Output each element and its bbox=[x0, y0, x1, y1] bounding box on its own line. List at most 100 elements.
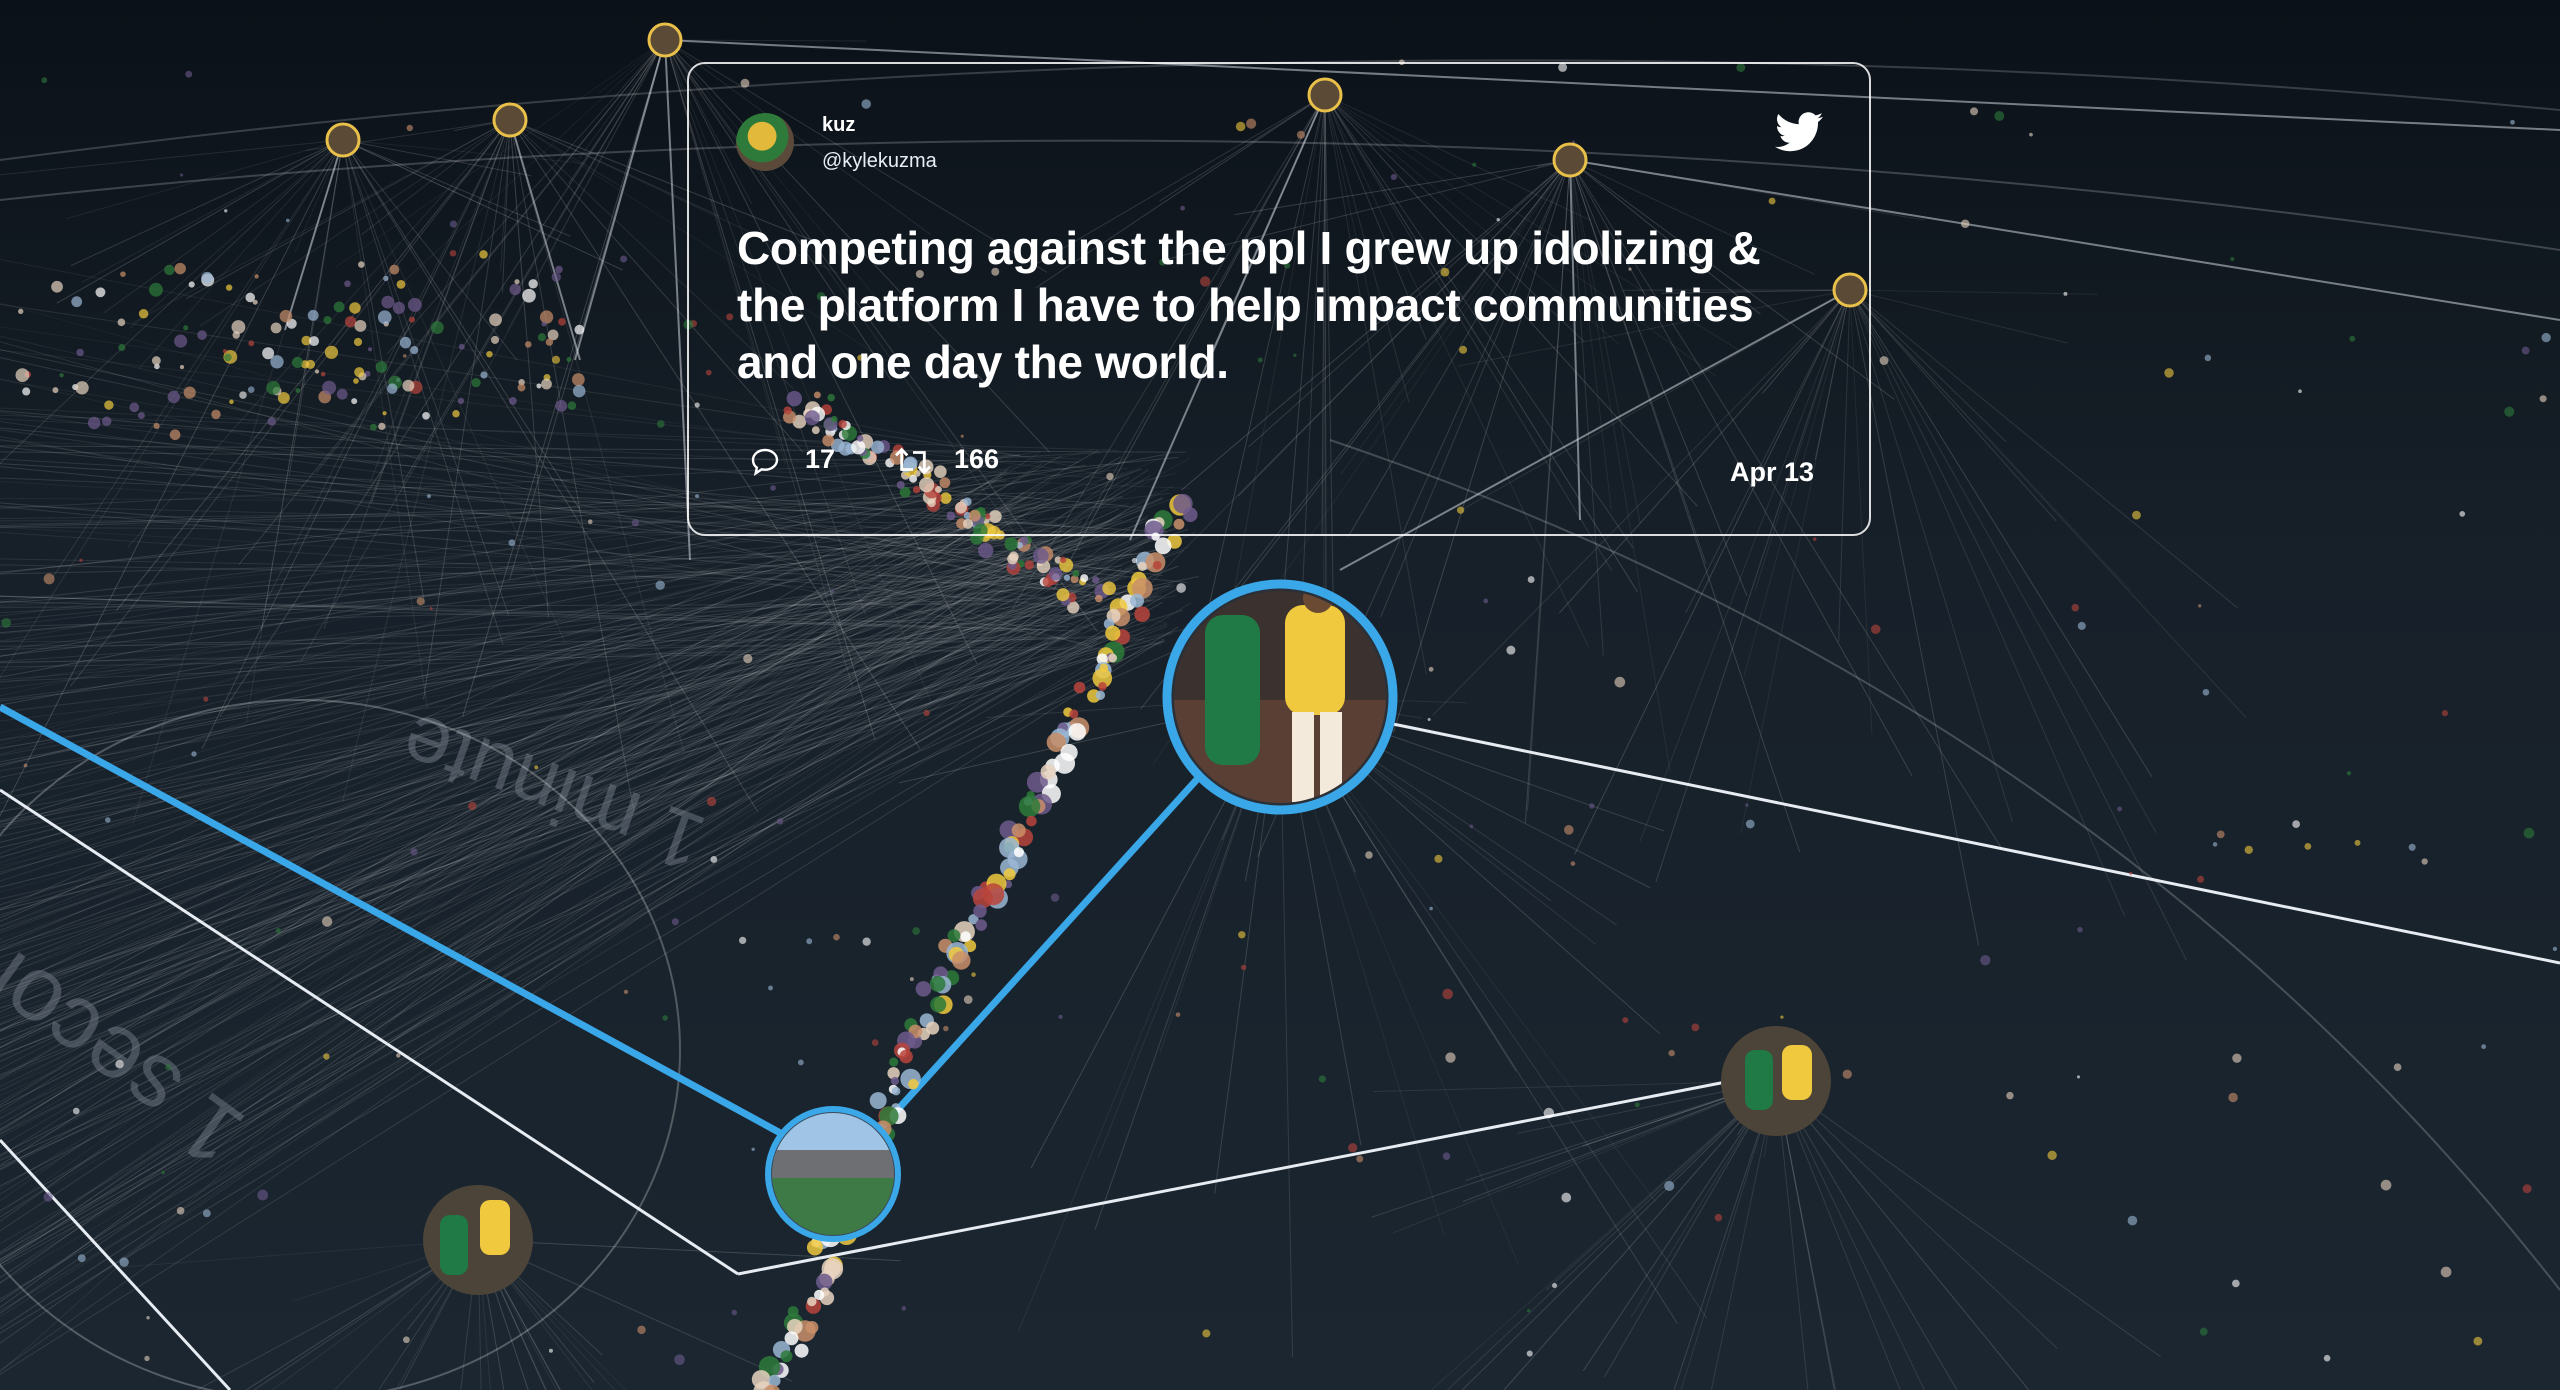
tweet-line: the platform I have to help impact commu… bbox=[737, 279, 1754, 331]
edge bbox=[0, 464, 1086, 657]
edge bbox=[1775, 1080, 1809, 1390]
user-node bbox=[1434, 854, 1443, 863]
user-node bbox=[962, 518, 974, 529]
user-node bbox=[1092, 668, 1113, 689]
edge bbox=[0, 552, 1155, 1372]
edge bbox=[0, 549, 1081, 575]
edge bbox=[0, 648, 1068, 668]
user-node bbox=[1664, 1180, 1675, 1192]
user-node bbox=[1050, 893, 1060, 902]
edge bbox=[0, 379, 1101, 559]
edge bbox=[51, 139, 344, 579]
edge bbox=[0, 600, 1076, 632]
user-node bbox=[353, 337, 363, 347]
edge bbox=[0, 625, 1167, 1077]
user-node bbox=[887, 1067, 900, 1080]
user-node bbox=[2421, 858, 2428, 865]
user-node bbox=[2204, 354, 2212, 362]
edge bbox=[1248, 159, 1571, 448]
edge bbox=[195, 1239, 479, 1390]
edge bbox=[0, 571, 1080, 843]
edge bbox=[423, 119, 511, 700]
edge bbox=[0, 496, 1026, 992]
user-node bbox=[402, 354, 407, 358]
edge bbox=[1849, 289, 2069, 344]
edge bbox=[1743, 289, 1851, 677]
user-node bbox=[1994, 111, 2005, 121]
retweet-icon[interactable] bbox=[893, 444, 933, 478]
edge bbox=[0, 528, 1155, 828]
user-node bbox=[915, 981, 932, 997]
edge bbox=[477, 1239, 505, 1390]
edge bbox=[477, 1239, 482, 1390]
user-node bbox=[1634, 1102, 1640, 1108]
edge bbox=[0, 554, 1064, 614]
orbit bbox=[1329, 439, 2560, 1291]
user-node bbox=[344, 316, 357, 328]
edge bbox=[664, 39, 902, 329]
edge bbox=[260, 139, 344, 631]
edge bbox=[369, 119, 511, 483]
user-node bbox=[929, 976, 946, 992]
user-node bbox=[41, 77, 48, 84]
user-node bbox=[587, 519, 593, 525]
edge bbox=[342, 139, 429, 709]
user-node bbox=[908, 1078, 919, 1090]
user-node bbox=[547, 329, 559, 341]
tweet-card[interactable]: kuz @kylekuzma Competing against the ppl… bbox=[687, 62, 1871, 536]
user-node bbox=[551, 272, 561, 282]
tweet-node[interactable] bbox=[765, 1106, 901, 1242]
twitter-logo[interactable] bbox=[1775, 112, 1823, 152]
edge bbox=[0, 480, 1145, 1070]
edge bbox=[509, 119, 794, 389]
edge bbox=[0, 524, 1182, 1108]
reply-icon[interactable] bbox=[749, 446, 781, 478]
tweet-node[interactable] bbox=[1721, 1026, 1831, 1136]
user-node bbox=[174, 334, 188, 348]
user-node bbox=[768, 1374, 781, 1387]
user-node bbox=[452, 410, 460, 418]
edge bbox=[0, 506, 1141, 520]
tweet-node[interactable] bbox=[1162, 579, 1398, 815]
user-node bbox=[1048, 567, 1063, 581]
edge bbox=[0, 628, 1130, 1056]
edge bbox=[0, 462, 1043, 1106]
user-node bbox=[1842, 1069, 1852, 1079]
edge bbox=[0, 529, 1027, 1070]
edge bbox=[1527, 159, 1571, 811]
user-node bbox=[2047, 1150, 2057, 1161]
user-node bbox=[1472, 162, 1477, 167]
edge bbox=[0, 637, 1007, 1001]
user-node bbox=[2354, 839, 2361, 846]
edge bbox=[0, 618, 1128, 968]
user-node bbox=[323, 315, 332, 325]
user-node bbox=[514, 279, 520, 285]
edge bbox=[0, 590, 1090, 722]
user-node bbox=[231, 320, 246, 334]
user-node bbox=[517, 383, 526, 392]
tweet-node[interactable] bbox=[423, 1185, 533, 1295]
user-node bbox=[971, 972, 976, 977]
user-node bbox=[270, 322, 282, 334]
edge bbox=[0, 450, 1099, 1080]
user-node bbox=[354, 367, 365, 378]
orbit bbox=[0, 139, 2560, 251]
user-node bbox=[991, 267, 1000, 276]
edge bbox=[1324, 94, 1638, 592]
edge bbox=[1680, 1080, 1777, 1390]
user-node bbox=[2077, 621, 2086, 630]
user-node bbox=[926, 1021, 940, 1035]
edge bbox=[0, 427, 1072, 528]
user-node bbox=[402, 379, 415, 392]
edge bbox=[284, 139, 344, 331]
edge bbox=[0, 641, 1098, 1261]
user-node bbox=[1032, 548, 1049, 564]
edge bbox=[0, 562, 1100, 763]
edge bbox=[0, 453, 1167, 678]
user-node bbox=[1238, 931, 1246, 939]
edge bbox=[271, 1239, 479, 1390]
user-node bbox=[1131, 577, 1153, 599]
user-node bbox=[671, 918, 679, 926]
edge bbox=[70, 119, 511, 687]
edge bbox=[0, 511, 1196, 1212]
